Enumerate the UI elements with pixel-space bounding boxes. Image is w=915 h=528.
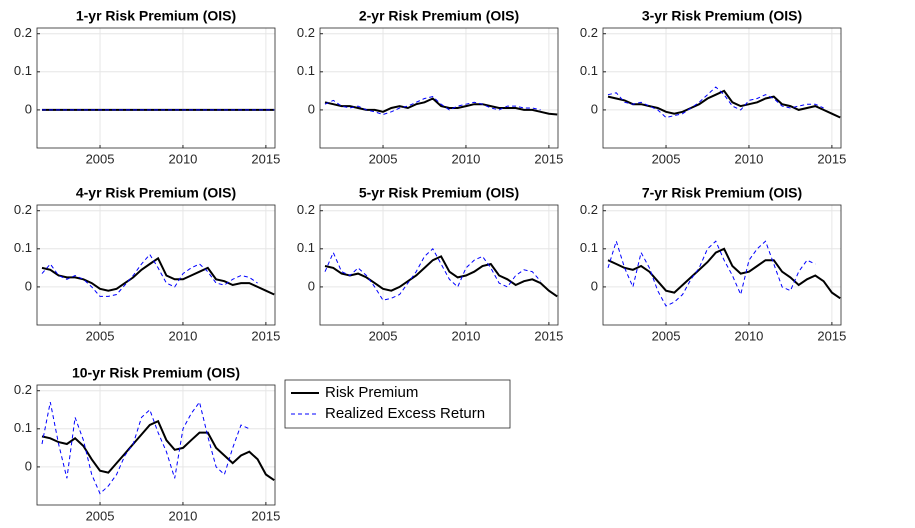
chart-title: 4-yr Risk Premium (OIS) — [76, 185, 236, 201]
y-tick-label: 0 — [591, 278, 598, 293]
series-line — [607, 239, 816, 307]
y-tick-label: 0.2 — [14, 382, 32, 397]
plot-area — [320, 28, 558, 148]
plot-area — [603, 28, 841, 148]
axes-box — [36, 27, 276, 149]
y-tick-label: 0.2 — [580, 25, 598, 40]
chart-title: 10-yr Risk Premium (OIS) — [72, 365, 240, 381]
series-line — [324, 97, 558, 116]
series-line — [607, 86, 824, 119]
x-tick-label: 2015 — [534, 328, 563, 343]
x-tick-label: 2005 — [652, 328, 681, 343]
y-tick-label: 0.2 — [14, 202, 32, 217]
x-tick-label: 2005 — [369, 151, 398, 166]
x-tick-label: 2015 — [817, 328, 846, 343]
axes-box — [319, 27, 559, 149]
y-tick-label: 0.1 — [14, 63, 32, 78]
y-tick-label: 0.2 — [297, 25, 315, 40]
legend-label: Realized Excess Return — [325, 405, 485, 422]
y-tick-label: 0 — [308, 101, 315, 116]
legend-box — [284, 379, 511, 429]
plot-area — [37, 28, 275, 148]
x-tick-label: 2010 — [451, 328, 480, 343]
x-tick-label: 2015 — [251, 508, 280, 523]
axes-box — [36, 204, 276, 326]
y-tick-label: 0.1 — [14, 420, 32, 435]
x-tick-label: 2010 — [168, 508, 197, 523]
chart-title: 1-yr Risk Premium (OIS) — [76, 8, 236, 24]
y-tick-label: 0.1 — [297, 63, 315, 78]
x-tick-label: 2010 — [734, 328, 763, 343]
plot-area — [603, 205, 841, 325]
y-tick-label: 0 — [25, 101, 32, 116]
chart-title: 5-yr Risk Premium (OIS) — [359, 185, 519, 201]
y-tick-label: 0 — [308, 278, 315, 293]
x-tick-label: 2015 — [817, 151, 846, 166]
x-tick-label: 2015 — [251, 328, 280, 343]
series-line — [41, 253, 258, 297]
series-line — [607, 247, 841, 300]
x-tick-label: 2005 — [369, 328, 398, 343]
plot-area — [37, 205, 275, 325]
x-tick-label: 2015 — [251, 151, 280, 166]
x-tick-label: 2010 — [168, 328, 197, 343]
series-line — [41, 256, 275, 296]
legend-label: Risk Premium — [325, 384, 418, 401]
y-tick-label: 0 — [591, 101, 598, 116]
y-tick-label: 0 — [25, 458, 32, 473]
series-line — [324, 248, 541, 301]
series-line — [41, 419, 275, 482]
chart-title: 3-yr Risk Premium (OIS) — [642, 8, 802, 24]
y-tick-label: 0 — [25, 278, 32, 293]
axes-box — [602, 27, 842, 149]
y-tick-label: 0.2 — [14, 25, 32, 40]
y-tick-label: 0.1 — [297, 240, 315, 255]
y-tick-label: 0.1 — [14, 240, 32, 255]
plot-area — [320, 205, 558, 325]
chart-title: 7-yr Risk Premium (OIS) — [642, 185, 802, 201]
series-line — [607, 89, 841, 119]
axes-box — [602, 204, 842, 326]
y-tick-label: 0.1 — [580, 63, 598, 78]
x-tick-label: 2005 — [652, 151, 681, 166]
x-tick-label: 2010 — [451, 151, 480, 166]
x-tick-label: 2005 — [86, 508, 115, 523]
x-tick-label: 2005 — [86, 151, 115, 166]
chart-title: 2-yr Risk Premium (OIS) — [359, 8, 519, 24]
y-tick-label: 0.1 — [580, 240, 598, 255]
x-tick-label: 2010 — [168, 151, 197, 166]
y-tick-label: 0.2 — [297, 202, 315, 217]
axes-box — [319, 204, 559, 326]
series-line — [324, 96, 541, 116]
axes-box — [36, 384, 276, 506]
x-tick-label: 2010 — [734, 151, 763, 166]
x-tick-label: 2005 — [86, 328, 115, 343]
y-tick-label: 0.2 — [580, 202, 598, 217]
series-line — [324, 255, 558, 298]
x-tick-label: 2015 — [534, 151, 563, 166]
plot-area — [37, 385, 275, 505]
